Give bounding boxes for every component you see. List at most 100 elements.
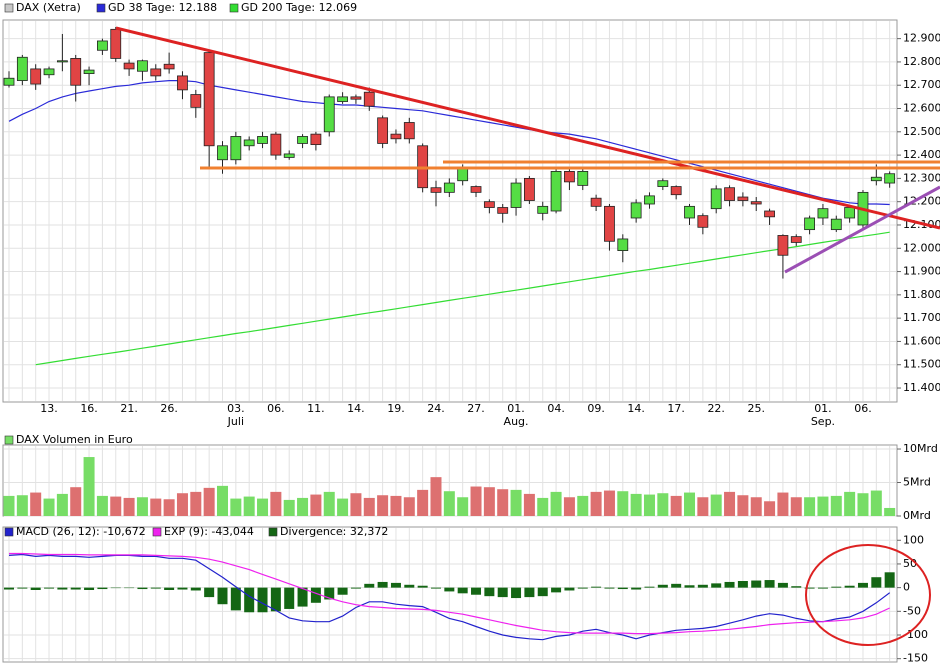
candle-body [30,68,42,85]
y-tick-label: 12.500 [903,125,940,138]
candle-body [363,91,375,107]
y-tick-label: 12.000 [903,241,940,254]
volume-bar [150,498,162,516]
divergence-bar [137,587,148,590]
volume-bar [377,495,389,516]
divergence-bar [471,587,482,595]
candle-body [83,69,95,74]
month-label: Sep. [811,415,835,428]
divergence-bar [697,584,708,588]
volume-bar [203,487,215,516]
x-tick-label: 24. [427,402,445,415]
divergence-bar [324,587,335,600]
candle-body [777,235,789,256]
divergence-bar [444,587,455,592]
divergence-bar [511,587,522,599]
candle-body [403,122,415,140]
divergence-bar [564,587,575,591]
volume-bar [750,497,762,516]
candle-body [3,77,15,86]
legend-label: MACD (26, 12): -10,672 [16,525,146,538]
candle-body [724,187,735,201]
x-tick-label: 17. [667,402,685,415]
volume-bar [657,493,669,516]
divergence-bar [484,587,495,597]
y-tick-label: 11.900 [903,265,940,278]
divergence-bar [97,587,108,590]
volume-bar [123,497,135,516]
divergence-bar [364,583,375,588]
volume-bar [310,494,322,516]
candle-body [750,201,762,205]
divergence-bar [724,581,735,588]
volume-bar [724,491,736,516]
volume-bar [363,497,375,516]
y-tick-label: 12.800 [903,55,940,68]
candle-body [457,168,469,182]
candle-body [497,207,509,214]
divergence-bar [4,587,15,590]
volume-bar [817,496,829,516]
divergence-bar [617,587,628,590]
price-panel [2,19,898,403]
divergence-bar [577,587,588,589]
x-tick-label: 01. [814,402,832,415]
x-tick-label: 13. [40,402,58,415]
month-label: Juli [227,415,244,428]
divergence-bar [817,587,828,589]
divergence-bar [70,587,81,590]
divergence-bar [644,586,655,588]
volume-bar [30,492,42,516]
candle-body [377,117,389,144]
volume-bar [270,491,282,516]
drawing-tools [115,26,940,646]
candle-body [283,153,295,158]
candle-body [657,180,669,187]
divergence-bar [844,585,855,588]
candle-body [323,96,335,133]
y-tick-label: 12.300 [903,171,940,184]
volume-bar [323,491,335,516]
candle-body [764,210,775,218]
divergence-bar [404,584,415,588]
volume-bar [230,498,242,516]
candle-body [203,52,215,147]
candle-body [230,136,242,161]
candle-body [577,171,589,186]
macd-panel [2,526,898,663]
candle-body [430,187,442,193]
legend-swatch [229,3,239,13]
y-tick-label: 5Mrd [903,476,931,489]
divergence-bar [44,587,55,589]
x-tick-label: 03. [227,402,245,415]
candle-body [270,133,282,156]
volume-bar [777,492,789,516]
divergence-bar [310,587,321,603]
line [35,231,890,366]
divergence-bar [164,587,175,590]
volume-bar [737,495,749,516]
divergence-bar [417,585,428,588]
volume-bar [510,489,522,516]
divergence-bar [57,587,68,590]
divergence-bar [297,587,308,607]
volume-bar [16,495,28,516]
volume-bar [430,477,442,516]
x-tick-label: 06. [267,402,285,415]
volume-bar [176,493,188,516]
candle-body [177,75,188,91]
candle-body [470,186,482,193]
legend-swatch [96,3,106,13]
line [9,552,890,635]
divergence-bar [791,586,802,588]
divergence-bar [150,587,161,589]
candle-body [697,215,709,228]
divergence-bar [737,581,748,588]
divergence-bar [497,587,508,598]
divergence-bar [551,587,562,593]
divergence-bar [257,587,268,613]
volume-bar [390,495,402,516]
divergence-bar [190,587,201,591]
divergence-bar [337,587,348,595]
divergence-bar [430,587,441,589]
